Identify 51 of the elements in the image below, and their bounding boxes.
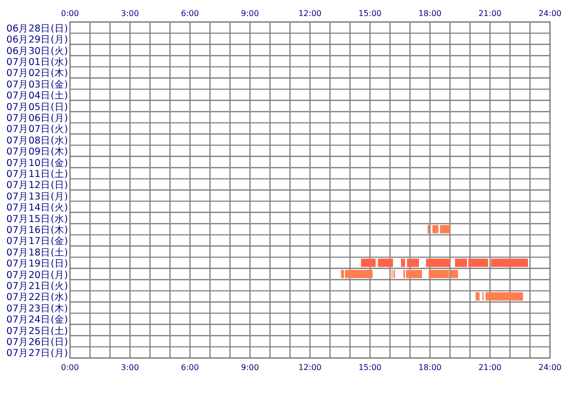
x-tick-label: 0:00 — [61, 363, 79, 372]
x-tick-label: 6:00 — [181, 363, 199, 372]
x2-tick-label: 6:00 — [181, 9, 199, 18]
y-tick-label: 06月29日(月) — [6, 34, 68, 46]
y-tick-label: 07月24日(金) — [6, 314, 68, 326]
y-tick-label: 07月21日(火) — [6, 280, 68, 292]
x2-tick-label: 18:00 — [418, 9, 442, 18]
y-tick-label: 07月09日(木) — [6, 146, 68, 158]
x-tick-label: 18:00 — [418, 363, 442, 372]
y-tick-label: 07月26日(日) — [6, 337, 68, 348]
y-tick-label: 07月02日(木) — [6, 67, 68, 80]
y-tick-label: 07月18日(土) — [6, 246, 68, 258]
y-tick-label: 06月28日(日) — [6, 23, 68, 34]
x-tick-label: 21:00 — [478, 363, 502, 372]
x2-tick-label: 21:00 — [478, 9, 502, 18]
y-tick-label: 07月13日(月) — [6, 191, 68, 202]
y-tick-label: 07月05日(日) — [6, 102, 68, 113]
x2-tick-label: 15:00 — [358, 9, 382, 18]
x2-tick-label: 0:00 — [61, 9, 79, 18]
y-tick-label: 07月10日(金) — [6, 156, 68, 169]
x2-tick-label: 12:00 — [298, 9, 322, 18]
y-tick-label: 07月27日(月) — [6, 348, 68, 360]
x2-tick-label: 24:00 — [538, 9, 562, 18]
x-tick-label: 24:00 — [538, 363, 562, 372]
y-tick-label: 07月06日(月) — [6, 113, 68, 124]
bar — [476, 292, 480, 300]
y-tick-label: 07月12日(日) — [6, 180, 68, 192]
x-tick-label: 12:00 — [298, 363, 322, 372]
bar — [345, 270, 373, 278]
y-tick-label: 07月04日(土) — [6, 90, 68, 102]
y-tick-label: 07月19日(日) — [6, 258, 68, 270]
y-tick-label: 07月22日(水) — [6, 291, 68, 304]
y-tick-label: 07月17日(金) — [6, 235, 68, 248]
y-tick-label: 07月07日(火) — [6, 123, 68, 136]
x-tick-label: 15:00 — [358, 363, 382, 372]
y-tick-label: 07月03日(金) — [6, 78, 68, 90]
y-tick-label: 07月25日(土) — [6, 324, 68, 337]
x-tick-label: 9:00 — [241, 363, 259, 372]
y-tick-label: 07月14日(火) — [6, 202, 68, 214]
x2-tick-label: 3:00 — [121, 9, 139, 18]
y-tick-label: 07月08日(水) — [6, 134, 68, 146]
y-tick-label: 06月30日(火) — [6, 44, 68, 57]
y-tick-label: 07月20日(月) — [6, 270, 68, 281]
x-tick-label: 3:00 — [121, 363, 139, 372]
y-tick-label: 07月15日(水) — [6, 212, 68, 225]
y-tick-label: 07月11日(土) — [6, 168, 68, 180]
bar — [486, 292, 523, 300]
y-tick-label: 07月23日(木) — [6, 302, 68, 314]
y-tick-label: 07月16日(木) — [6, 224, 68, 236]
y-tick-label: 07月01日(水) — [6, 56, 68, 68]
x2-tick-label: 9:00 — [241, 9, 259, 18]
